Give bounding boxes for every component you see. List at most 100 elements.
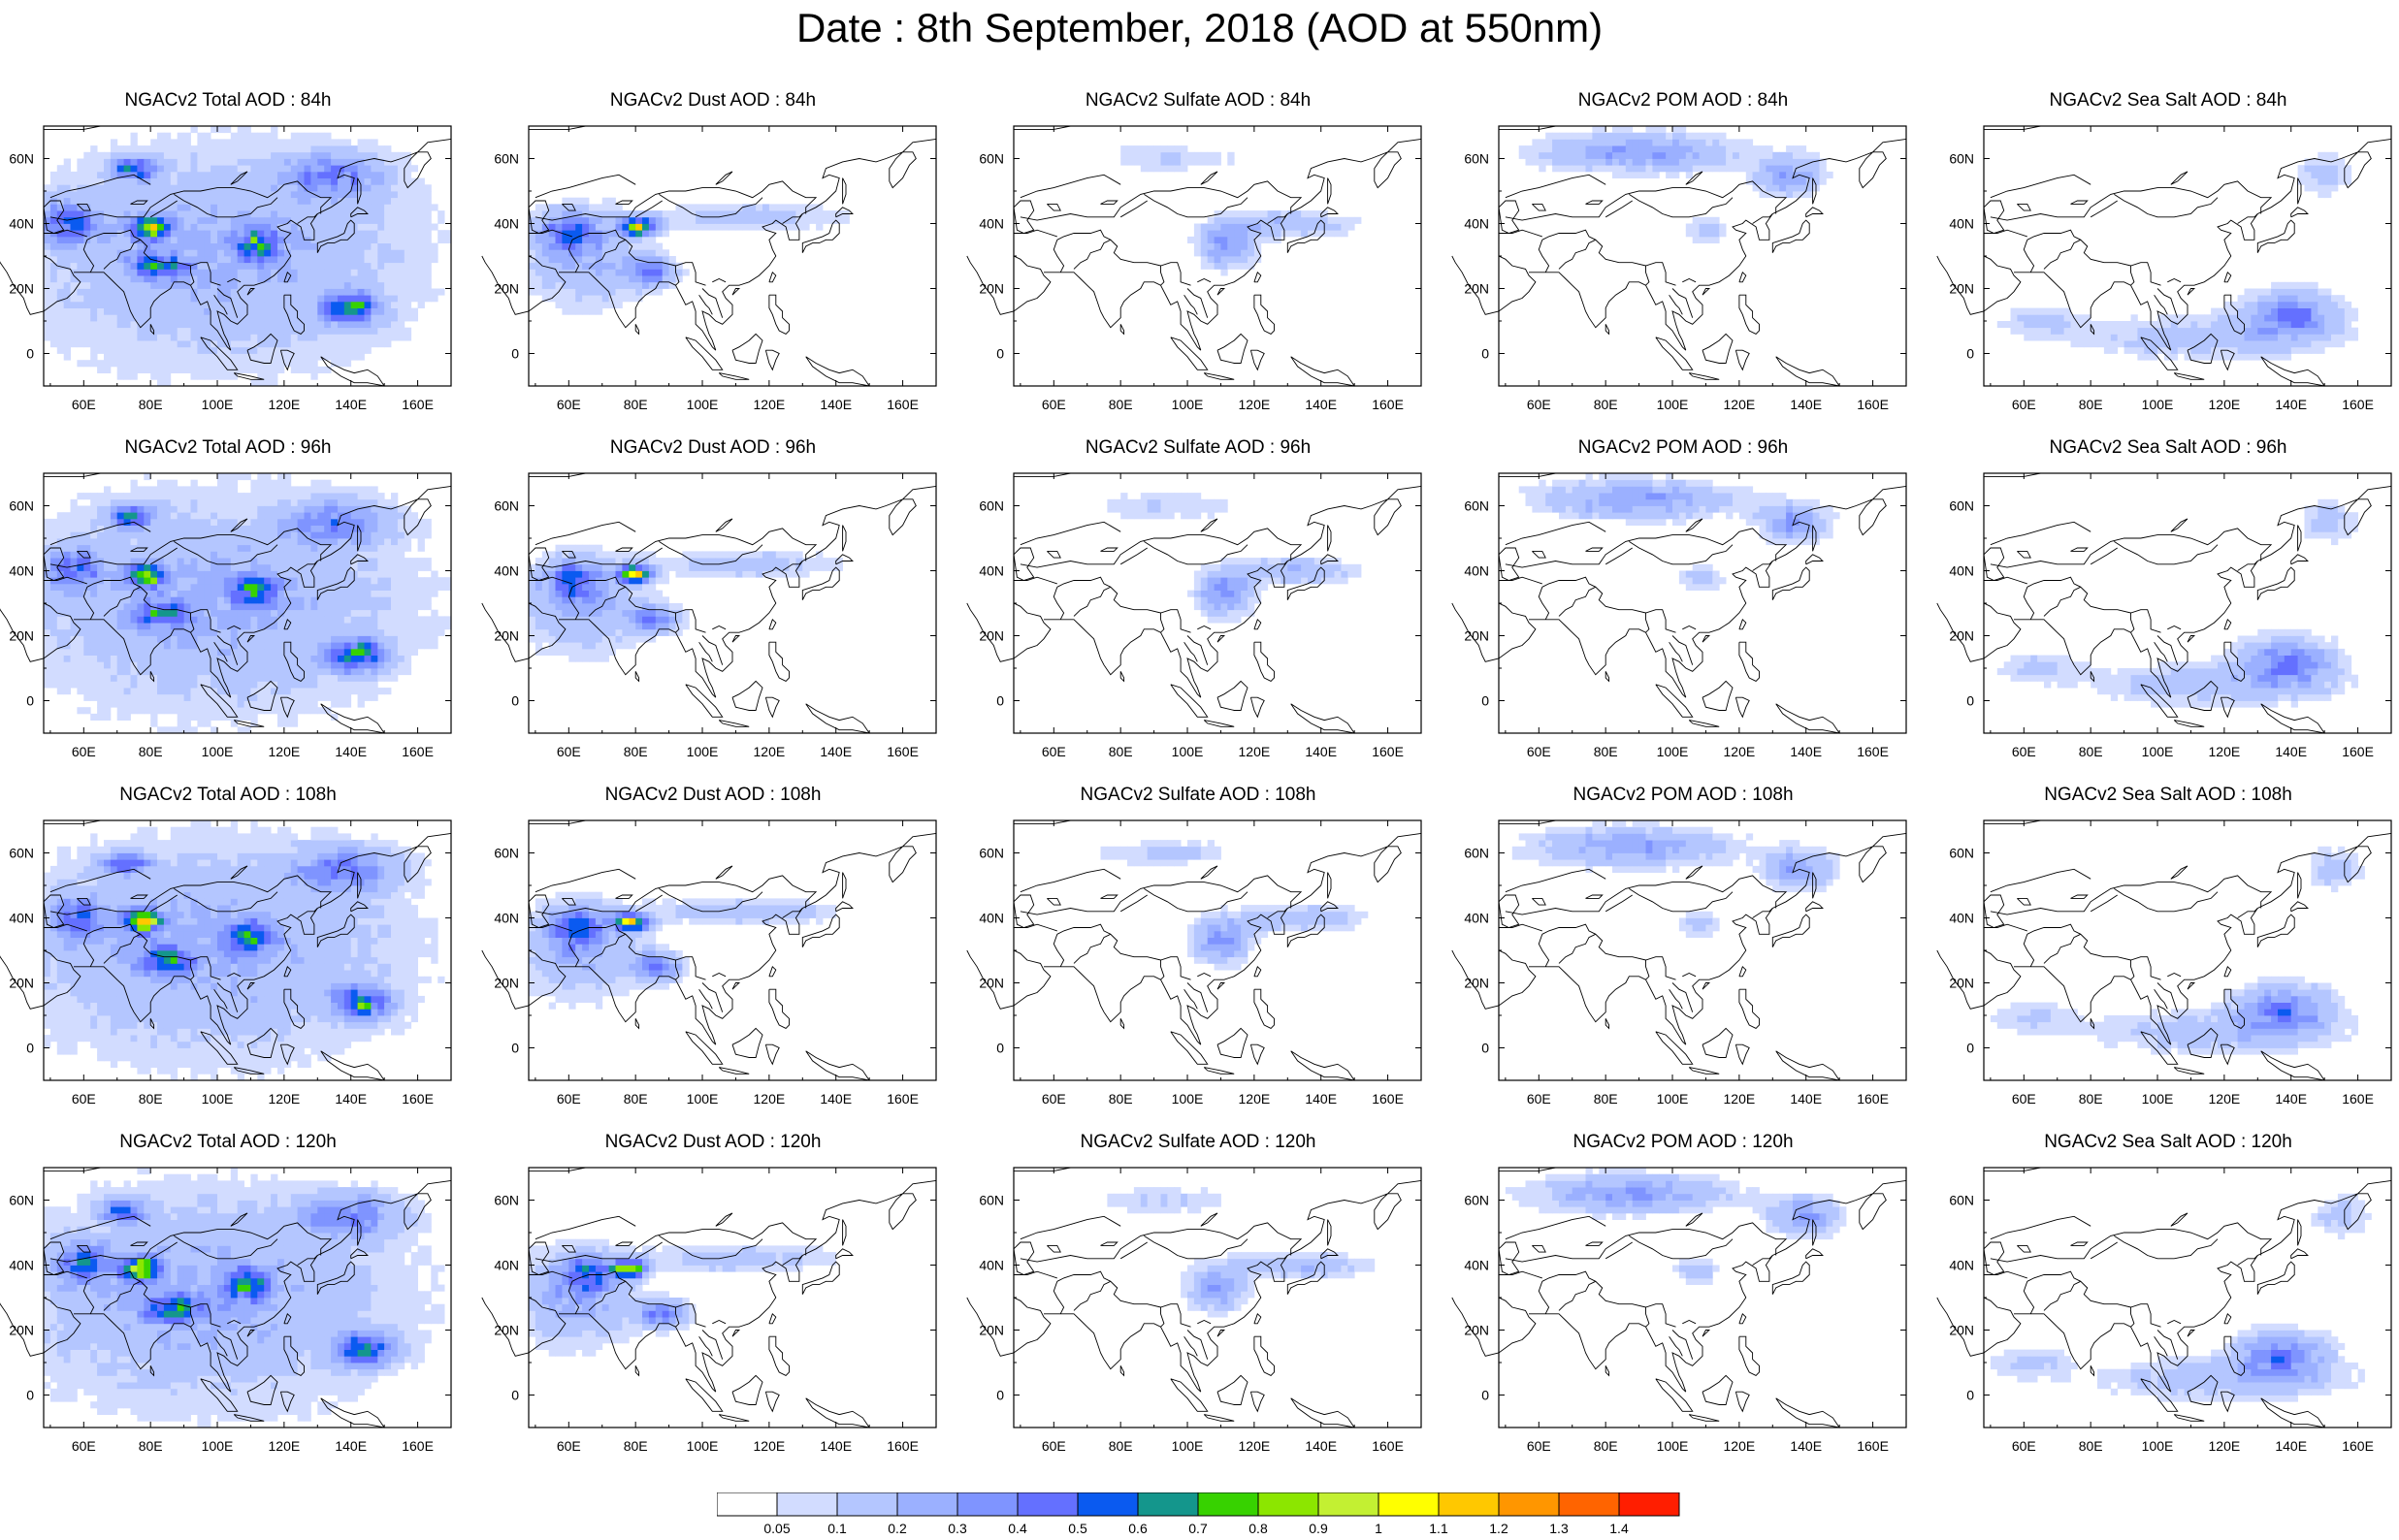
y-tick-label: 20N [494, 1323, 519, 1338]
y-tick-label: 0 [26, 1041, 34, 1056]
colorbar-label: 1 [1375, 1521, 1382, 1535]
map-panel-dust-120h: NGACv2 Dust AOD : 120h 60E 80E 100E 120E 140E… [481, 1131, 970, 1480]
y-tick-label: 20N [9, 628, 34, 644]
map-panel-seasalt-84h: NGACv2 Sea Salt AOD : 84h 60E 80E 100E 120E 1… [1936, 89, 2399, 438]
y-tick-label: 40N [1464, 216, 1489, 232]
y-tick-label: 0 [511, 693, 519, 709]
colorbar-label: 0.9 [1309, 1521, 1328, 1535]
y-tick-label: 60N [1949, 846, 1974, 861]
y-tick-label: 0 [1481, 1388, 1489, 1403]
colorbar-swatch [1017, 1492, 1079, 1517]
x-tick-label: 160E [887, 1091, 919, 1107]
x-tick-label: 80E [139, 744, 163, 759]
x-tick-label: 120E [269, 397, 301, 412]
y-tick-label: 40N [1949, 1258, 1974, 1273]
x-tick-label: 100E [1657, 1438, 1689, 1454]
y-tick-label: 60N [9, 846, 34, 861]
y-tick-label: 60N [1949, 1193, 1974, 1208]
aod-map: 60E 80E 100E 120E 140E 160E 60N 40N 20N 0 [0, 125, 452, 412]
x-tick-label: 140E [2275, 397, 2307, 412]
y-tick-label: 40N [979, 216, 1004, 232]
aod-map: 60E 80E 100E 120E 140E 160E 60N 40N 20N 0 [1936, 1167, 2392, 1454]
x-tick-label: 140E [2275, 744, 2307, 759]
y-tick-label: 60N [1464, 498, 1489, 514]
y-tick-label: 60N [1949, 498, 1974, 514]
aod-map: 60E 80E 100E 120E 140E 160E 60N 40N 20N 0 [0, 1167, 452, 1454]
x-tick-label: 140E [2275, 1091, 2307, 1107]
x-tick-label: 60E [1042, 1091, 1066, 1107]
x-tick-label: 80E [1594, 397, 1618, 412]
y-tick-label: 20N [979, 1323, 1004, 1338]
y-tick-label: 60N [494, 1193, 519, 1208]
y-tick-label: 20N [494, 976, 519, 991]
map-panel-seasalt-120h: NGACv2 Sea Salt AOD : 120h 60E 80E 100E 120E… [1936, 1131, 2399, 1480]
panel-title: NGACv2 Sea Salt AOD : 84h [2049, 90, 2287, 111]
aod-field [1996, 498, 2358, 708]
panel-title: NGACv2 Dust AOD : 84h [609, 90, 817, 111]
x-tick-label: 100E [687, 744, 719, 759]
aod-field [1107, 493, 1362, 624]
x-tick-label: 140E [1305, 397, 1337, 412]
aod-field [1996, 151, 2358, 361]
colorbar-label: 0.3 [948, 1521, 967, 1535]
x-tick-label: 60E [72, 1438, 96, 1454]
coastlines [966, 819, 1422, 1081]
colorbar-label: 0.8 [1248, 1521, 1268, 1535]
x-tick-label: 60E [557, 1091, 581, 1107]
colorbar-swatch [717, 1492, 778, 1517]
y-tick-label: 60N [9, 1193, 34, 1208]
x-tick-label: 160E [1857, 1091, 1889, 1107]
x-tick-label: 100E [202, 1438, 234, 1454]
aod-map: 60E 80E 100E 120E 140E 160E 60N 40N 20N 0 [966, 472, 1422, 759]
colorbar-label: 0.05 [763, 1521, 790, 1535]
y-tick-label: 60N [494, 498, 519, 514]
y-tick-label: 20N [9, 281, 34, 297]
x-tick-label: 100E [1657, 1091, 1689, 1107]
y-tick-label: 20N [494, 628, 519, 644]
panel-title: NGACv2 Sea Salt AOD : 108h [2044, 785, 2292, 805]
y-tick-label: 40N [979, 563, 1004, 579]
map-panel-pom-108h: NGACv2 POM AOD : 108h 60E 80E 100E 120E 140E 1… [1451, 784, 1940, 1133]
colorbar-label: 1.3 [1549, 1521, 1569, 1535]
y-tick-label: 40N [494, 216, 519, 232]
x-tick-label: 80E [624, 744, 648, 759]
y-tick-label: 0 [511, 1388, 519, 1403]
panel-title: NGACv2 Sulfate AOD : 120h [1080, 1132, 1316, 1152]
x-tick-label: 160E [402, 397, 434, 412]
panel-title: NGACv2 POM AOD : 108h [1572, 785, 1794, 805]
y-tick-label: 40N [9, 911, 34, 926]
x-tick-label: 120E [2209, 397, 2241, 412]
y-tick-label: 40N [1464, 563, 1489, 579]
x-tick-label: 80E [1109, 1091, 1133, 1107]
x-tick-label: 80E [2079, 1438, 2103, 1454]
x-tick-label: 140E [820, 1091, 852, 1107]
aod-map: 60E 80E 100E 120E 140E 160E 60N 40N 20N 0 [1936, 819, 2392, 1107]
y-tick-label: 40N [1949, 563, 1974, 579]
aod-field [529, 1238, 837, 1357]
x-tick-label: 100E [202, 1091, 234, 1107]
x-tick-label: 140E [1305, 744, 1337, 759]
y-tick-label: 40N [1464, 1258, 1489, 1273]
x-tick-label: 160E [1372, 744, 1404, 759]
y-tick-label: 40N [494, 911, 519, 926]
panel-title: NGACv2 Sulfate AOD : 96h [1085, 437, 1312, 458]
y-tick-label: 0 [26, 346, 34, 362]
x-tick-label: 120E [1239, 744, 1271, 759]
x-tick-label: 160E [1372, 1438, 1404, 1454]
x-tick-label: 160E [1857, 1438, 1889, 1454]
x-tick-label: 120E [754, 397, 786, 412]
panel-title: NGACv2 Dust AOD : 120h [604, 1132, 822, 1152]
aod-map: 60E 80E 100E 120E 140E 160E 60N 40N 20N 0 [481, 1167, 937, 1454]
x-tick-label: 60E [1527, 744, 1551, 759]
colorbar-swatch [1618, 1492, 1680, 1517]
aod-map: 60E 80E 100E 120E 140E 160E 60N 40N 20N 0 [481, 472, 937, 759]
map-panel-sulfate-120h: NGACv2 Sulfate AOD : 120h 60E 80E 100E 120E 1… [966, 1131, 1455, 1480]
colorbar-label: 0.1 [827, 1521, 847, 1535]
map-panel-seasalt-96h: NGACv2 Sea Salt AOD : 96h 60E 80E 100E 120E 1… [1936, 436, 2399, 786]
x-tick-label: 100E [2142, 1091, 2174, 1107]
x-tick-label: 60E [2012, 1438, 2036, 1454]
y-tick-label: 0 [511, 346, 519, 362]
map-panel-pom-120h: NGACv2 POM AOD : 120h 60E 80E 100E 120E 140E 1… [1451, 1131, 1940, 1480]
x-tick-label: 160E [2342, 1438, 2374, 1454]
aod-field [1518, 126, 1833, 243]
